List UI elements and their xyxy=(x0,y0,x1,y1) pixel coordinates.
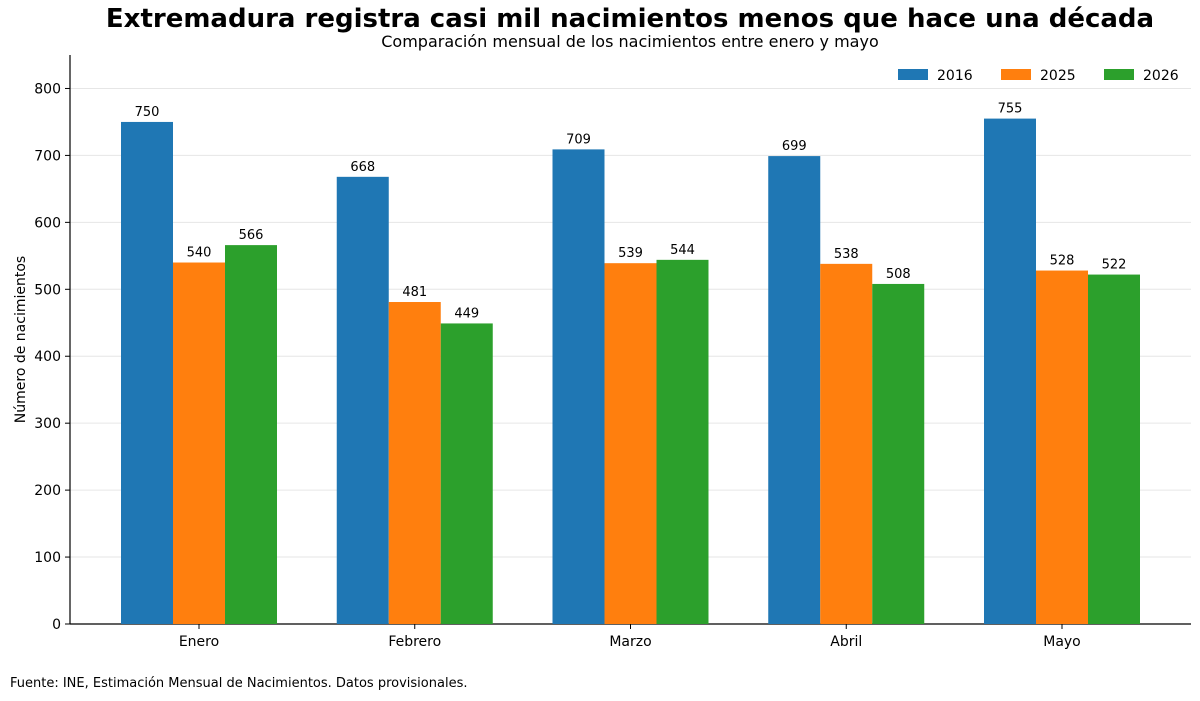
bar-2026 xyxy=(440,323,493,624)
bar-2026 xyxy=(225,245,277,624)
data-label: 540 xyxy=(187,246,212,261)
data-label: 750 xyxy=(135,105,160,120)
bar-2016 xyxy=(768,156,821,624)
legend-swatch-2025 xyxy=(1001,69,1031,80)
bar-2025 xyxy=(820,263,873,624)
data-label: 755 xyxy=(998,102,1023,117)
data-label: 508 xyxy=(886,267,911,282)
y-tick-label: 800 xyxy=(34,81,61,97)
y-tick-label: 100 xyxy=(34,550,61,566)
bar-2016 xyxy=(552,149,605,624)
y-tick-label: 700 xyxy=(34,148,61,164)
x-tick-label: Abril xyxy=(830,634,862,650)
bar-2016 xyxy=(336,176,389,624)
y-tick-label: 200 xyxy=(34,483,61,499)
data-label: 528 xyxy=(1050,254,1075,269)
y-tick-label: 600 xyxy=(34,215,61,231)
bar-2026 xyxy=(1088,274,1140,624)
chart-title: Extremadura registra casi mil nacimiento… xyxy=(105,4,1155,34)
y-tick-label: 300 xyxy=(34,416,61,432)
legend-label: 2026 xyxy=(1143,68,1179,84)
bar-2016 xyxy=(121,121,173,625)
legend-swatch-2026 xyxy=(1104,69,1134,80)
data-label: 699 xyxy=(782,139,807,154)
bar-2016 xyxy=(984,118,1036,624)
bar-2026 xyxy=(656,259,709,624)
data-label: 709 xyxy=(566,132,591,147)
x-tick-label: Mayo xyxy=(1043,634,1081,650)
legend-label: 2016 xyxy=(937,68,973,84)
bar-2025 xyxy=(388,302,441,624)
y-tick-label: 500 xyxy=(34,282,61,298)
x-tick-label: Enero xyxy=(179,634,219,650)
x-tick-label: Febrero xyxy=(388,634,441,650)
data-label: 449 xyxy=(454,306,479,321)
source-note: Fuente: INE, Estimación Mensual de Nacim… xyxy=(10,676,468,691)
bar-2026 xyxy=(872,283,925,624)
chart-subtitle: Comparación mensual de los nacimientos e… xyxy=(381,32,879,51)
data-label: 539 xyxy=(618,246,643,261)
data-label: 538 xyxy=(834,247,859,262)
data-label: 544 xyxy=(670,243,695,258)
data-label: 566 xyxy=(239,228,264,243)
data-label: 668 xyxy=(350,160,375,175)
y-tick-label: 0 xyxy=(52,617,61,633)
legend-swatch-2016 xyxy=(898,69,928,80)
bar-2025 xyxy=(604,263,657,624)
x-tick-label: Marzo xyxy=(609,634,651,650)
data-label: 522 xyxy=(1102,258,1127,273)
legend-label: 2025 xyxy=(1040,68,1076,84)
data-label: 481 xyxy=(402,285,427,300)
y-tick-label: 400 xyxy=(34,349,61,365)
bar-2025 xyxy=(173,262,225,624)
y-axis-label: Número de nacimientos xyxy=(13,256,29,423)
bar-2025 xyxy=(1036,270,1088,624)
